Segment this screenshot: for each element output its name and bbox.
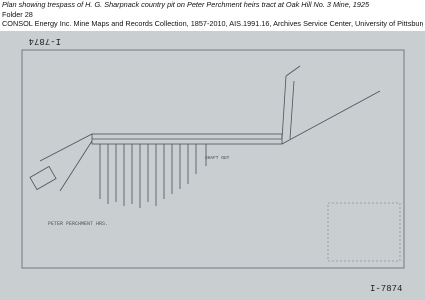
title-block xyxy=(327,202,401,262)
caption-title: Plan showing trespass of H. G. Sharpnack… xyxy=(2,0,370,9)
map-border xyxy=(21,49,405,269)
shaft-label: SHAFT OUT xyxy=(205,155,230,161)
caption-collection: CONSOL Energy Inc. Mine Maps and Records… xyxy=(2,19,423,28)
caption-folder: Folder 28 xyxy=(2,9,33,19)
mine-workings xyxy=(39,65,381,208)
bottom-label: I-7874 xyxy=(370,284,402,294)
paper xyxy=(0,31,425,300)
tract-label: PETER PERCHMENT HRS. xyxy=(48,221,108,227)
map-scan: I-7874 I-7874 PETER PERCHMENT HRS. SHAFT… xyxy=(0,31,425,300)
caption: Plan showing trespass of H. G. Sharpnack… xyxy=(2,0,423,29)
top-label: I-7874 xyxy=(29,36,61,46)
tract-box xyxy=(29,165,57,191)
